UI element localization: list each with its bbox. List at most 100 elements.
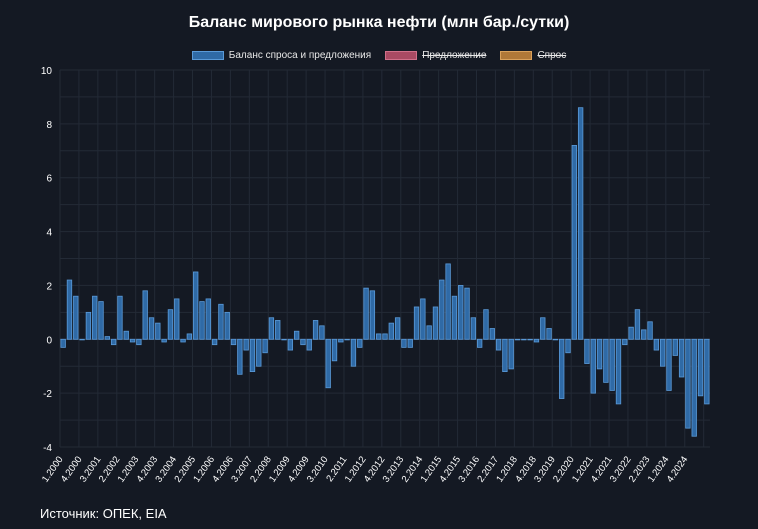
bar[interactable] [79, 338, 85, 341]
bar[interactable] [382, 333, 388, 340]
bar[interactable] [249, 338, 256, 373]
bar[interactable] [401, 338, 407, 348]
bar[interactable] [167, 309, 174, 340]
bar[interactable] [129, 338, 136, 343]
bar[interactable] [344, 338, 350, 341]
bar[interactable] [672, 338, 678, 356]
bar[interactable] [104, 336, 110, 340]
bar[interactable] [388, 322, 394, 340]
bar[interactable] [502, 338, 508, 373]
bar[interactable] [685, 338, 691, 429]
legend-item-demand[interactable]: Спрос [500, 50, 566, 61]
bar[interactable] [237, 338, 243, 375]
bar[interactable] [660, 338, 666, 367]
bar[interactable] [155, 322, 161, 340]
bar[interactable] [476, 338, 483, 348]
bar[interactable] [338, 338, 344, 343]
bar[interactable] [641, 329, 647, 340]
bar[interactable] [180, 338, 186, 343]
bar[interactable] [565, 338, 571, 354]
bar[interactable] [262, 338, 268, 354]
bar[interactable] [287, 338, 294, 351]
bar[interactable] [350, 338, 357, 367]
bar[interactable] [142, 290, 148, 340]
bar[interactable] [174, 298, 180, 340]
bar[interactable] [98, 301, 104, 340]
bar[interactable] [533, 338, 540, 343]
bar[interactable] [60, 338, 66, 348]
bar[interactable] [357, 338, 363, 348]
bar[interactable] [584, 338, 590, 364]
bar[interactable] [628, 326, 634, 340]
bar[interactable] [110, 338, 117, 346]
bar[interactable] [489, 328, 495, 340]
bar[interactable] [590, 338, 596, 394]
bar[interactable] [186, 333, 193, 340]
bar[interactable] [319, 325, 325, 340]
bar[interactable] [697, 338, 704, 397]
bar[interactable] [117, 295, 123, 340]
bar[interactable] [571, 144, 577, 340]
bar[interactable] [136, 338, 142, 346]
bar[interactable] [647, 321, 653, 340]
bar[interactable] [420, 298, 426, 340]
bar[interactable] [609, 338, 615, 391]
bar[interactable] [218, 303, 224, 340]
bar[interactable] [161, 338, 167, 343]
bar[interactable] [331, 338, 338, 362]
bar[interactable] [211, 338, 218, 346]
bar[interactable] [268, 317, 275, 340]
bar[interactable] [230, 338, 237, 346]
bar[interactable] [66, 279, 73, 340]
bar[interactable] [445, 263, 451, 340]
bar[interactable] [85, 311, 92, 340]
bar[interactable] [634, 309, 641, 340]
bar[interactable] [293, 330, 300, 340]
bar[interactable] [256, 338, 262, 367]
bar[interactable] [413, 306, 420, 340]
bar[interactable] [514, 338, 521, 341]
bar[interactable] [603, 338, 609, 383]
bar[interactable] [615, 338, 622, 405]
bar[interactable] [439, 279, 445, 340]
bar[interactable] [432, 306, 439, 340]
bar[interactable] [678, 338, 685, 378]
bar[interactable] [306, 338, 312, 351]
bar[interactable] [148, 317, 155, 340]
bar[interactable] [281, 338, 287, 341]
bar[interactable] [653, 338, 660, 351]
bar[interactable] [193, 271, 199, 340]
bar[interactable] [92, 295, 98, 340]
bar[interactable] [483, 309, 489, 340]
bar[interactable] [199, 301, 205, 340]
bar[interactable] [464, 287, 470, 340]
bar[interactable] [622, 338, 628, 346]
bar[interactable] [559, 338, 565, 399]
bar[interactable] [527, 338, 533, 341]
legend-item-balance[interactable]: Баланс спроса и предложения [191, 50, 371, 61]
bar[interactable] [363, 287, 369, 340]
bar[interactable] [691, 338, 697, 437]
bar[interactable] [394, 317, 401, 340]
bar[interactable] [495, 338, 502, 351]
bar[interactable] [243, 338, 249, 351]
bar[interactable] [275, 320, 281, 340]
bar[interactable] [224, 311, 230, 340]
bar[interactable] [521, 338, 527, 341]
bar[interactable] [596, 338, 603, 370]
bar[interactable] [325, 338, 331, 389]
bar[interactable] [666, 338, 672, 391]
bar[interactable] [369, 290, 376, 340]
bar[interactable] [470, 317, 477, 340]
legend-item-supply[interactable]: Предложение [385, 50, 486, 61]
bar[interactable] [704, 338, 710, 405]
bar[interactable] [300, 338, 306, 346]
bar[interactable] [312, 320, 319, 340]
bar[interactable] [546, 328, 552, 340]
bar[interactable] [73, 295, 79, 340]
bar[interactable] [205, 298, 211, 340]
bar[interactable] [407, 338, 413, 348]
bar[interactable] [577, 107, 584, 340]
bar[interactable] [540, 317, 546, 340]
bar[interactable] [451, 295, 458, 340]
